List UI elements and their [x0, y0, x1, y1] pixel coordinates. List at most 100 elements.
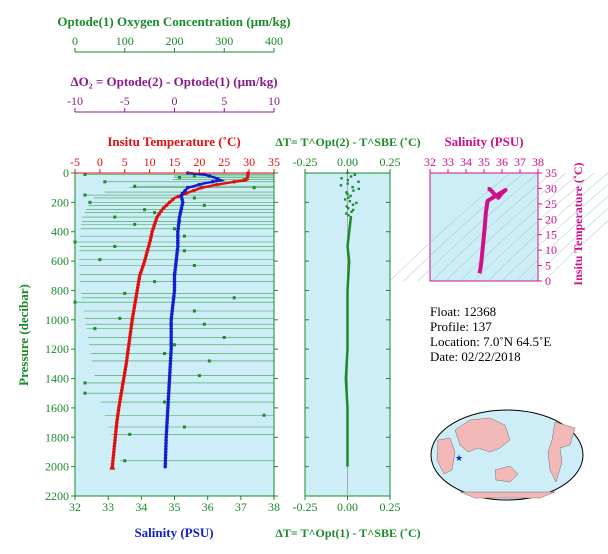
temperature-point [149, 232, 154, 237]
salinity-point [169, 344, 173, 349]
temperature-point [161, 206, 166, 211]
delta-t-point [345, 384, 348, 388]
temperature-axis-tick-label: 30 [243, 155, 255, 169]
delta-t-point [346, 340, 349, 344]
temperature-point [130, 315, 135, 319]
delta-t-point [345, 358, 349, 361]
delta-t-point [347, 233, 351, 236]
temperature-point [176, 194, 181, 199]
delta-t-point [347, 261, 351, 265]
temperature-point [129, 326, 133, 331]
ts-x-tick-label: 34 [460, 155, 472, 169]
temperature-point [137, 276, 141, 281]
delta-t-point [346, 458, 349, 462]
density-contour [487, 172, 608, 282]
salinity-point [179, 206, 184, 211]
oxygen-axis-tick-label: 100 [116, 34, 134, 48]
temperature-point [115, 414, 120, 419]
delta-t-point [346, 282, 350, 286]
salinity-axis-tick-label: 33 [102, 500, 114, 514]
pressure-tick-label: 1200 [45, 342, 69, 356]
temperature-point [130, 318, 135, 322]
delta-t-point [349, 221, 352, 224]
delta-t-point [347, 252, 350, 256]
delta-t-point [344, 372, 348, 376]
salinity-point [169, 332, 173, 337]
salinity-point [164, 435, 169, 440]
salinity-point [173, 265, 178, 269]
density-contour [529, 208, 608, 282]
temperature-axis-tick-label: 35 [268, 155, 280, 169]
delta-t-bottom-axis-tick-label: 0.25 [380, 500, 401, 514]
salinity-point [167, 376, 172, 381]
salinity-point [174, 259, 178, 263]
salinity-point [167, 373, 172, 378]
salinity-point [164, 441, 168, 445]
temperature-point [116, 411, 120, 416]
delta-t-point [346, 429, 349, 432]
delta-t-point [346, 207, 350, 210]
temperature-point [127, 338, 132, 343]
temperature-point [115, 417, 119, 422]
temperature-point [131, 312, 136, 316]
salinity-point [176, 226, 180, 231]
delta-t-point [346, 337, 349, 340]
delta-t-point [345, 353, 349, 356]
delta-t-point [346, 312, 349, 316]
density-contour [501, 184, 608, 282]
delta-t-point [345, 397, 349, 400]
temperature-point [232, 180, 236, 184]
delta-o2-point [173, 227, 176, 231]
temperature-point [124, 362, 129, 366]
temperature-point [118, 397, 123, 401]
delta-o2-point [192, 174, 196, 178]
delta-t-point [345, 369, 348, 372]
delta-t-point [344, 383, 348, 386]
salinity-point [166, 403, 170, 407]
delta-t-point [345, 393, 348, 397]
delta-t-point [346, 347, 349, 351]
temperature-axis-tick-label: 20 [193, 155, 205, 169]
delta-t-point [346, 414, 349, 418]
delta-t-point [346, 244, 349, 247]
salinity-point [164, 429, 169, 434]
temperature-point [128, 332, 133, 337]
salinity-point [172, 273, 177, 278]
delta-t-point [346, 451, 349, 455]
salinity-point [176, 229, 180, 234]
pressure-tick-label: 1600 [45, 401, 69, 415]
delta-t-point [345, 390, 348, 393]
delta-t-point [345, 355, 349, 358]
salinity-point [168, 370, 172, 375]
salinity-point [176, 241, 180, 246]
temperature-point [153, 221, 157, 225]
delta-t-point [348, 229, 351, 233]
delta-t-point [345, 212, 348, 215]
temperature-axis-tick-label: -5 [70, 155, 80, 169]
delta-o2-point [73, 300, 77, 304]
oxygen-axis-tick-label: 0 [72, 34, 78, 48]
salinity-point [172, 288, 177, 293]
delta-t-point [346, 416, 349, 420]
delta-t-bottom-axis-tick-label: 0.00 [337, 500, 358, 514]
temperature-point [114, 423, 119, 428]
ts-temperature-title: Insitu Temperature (˚C) [571, 162, 585, 285]
salinity-point [168, 365, 172, 369]
temperature-point [128, 335, 132, 340]
pressure-axis-title: Pressure (decibar) [16, 284, 31, 386]
delta-o2-point [83, 172, 87, 176]
salinity-point [172, 294, 176, 299]
temperature-point [164, 203, 169, 208]
delta-o2-point [163, 400, 167, 404]
delta-t-point [346, 420, 349, 423]
temperature-point [152, 224, 156, 228]
salinity-point [165, 417, 170, 422]
delta-t-point [346, 288, 349, 291]
temperature-point [146, 247, 150, 252]
salinity-point [176, 235, 180, 240]
delta-t-point [344, 376, 348, 379]
salinity-point [176, 238, 180, 243]
delta-t-point [346, 434, 349, 437]
delta-o2-axis-tick-label: -10 [67, 94, 83, 108]
temperature-point [132, 306, 137, 310]
